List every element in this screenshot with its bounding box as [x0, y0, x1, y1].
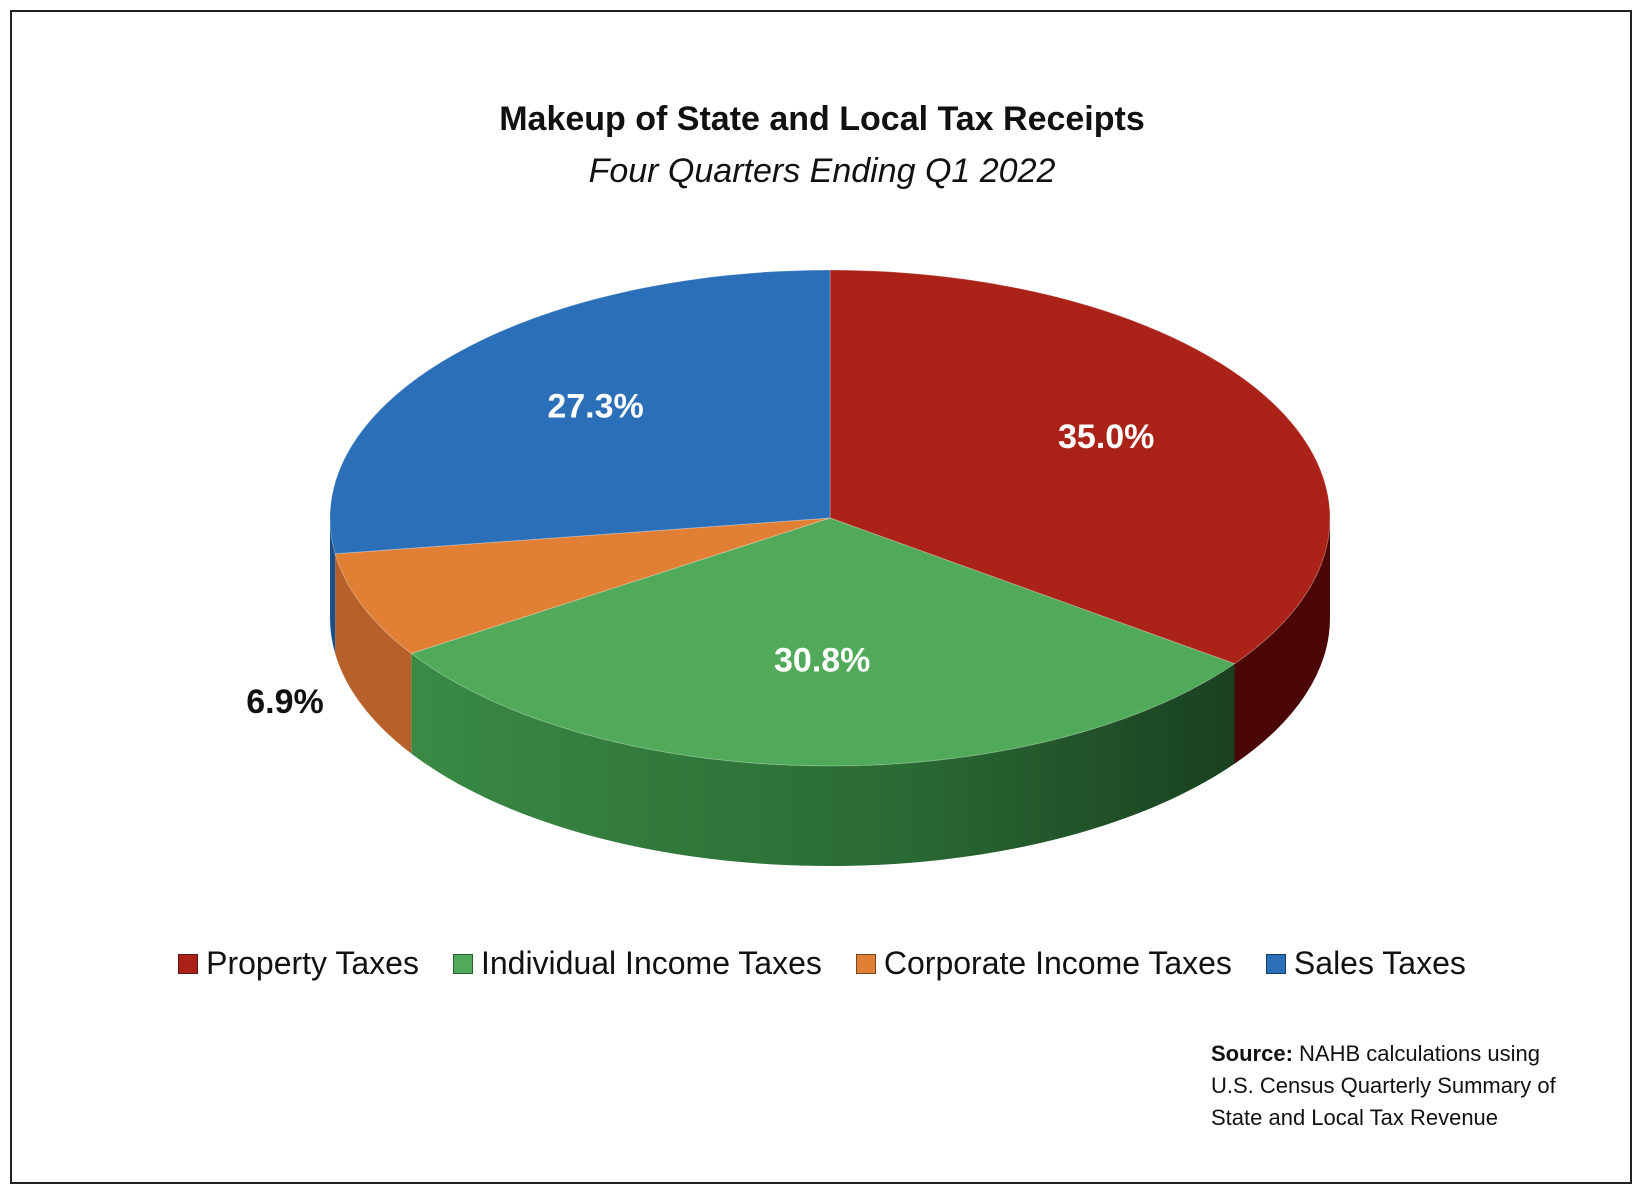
slice-corporate-income-taxes: [334, 517, 831, 655]
slice-side-sales-taxes: [330, 518, 336, 654]
legend-item-corporate-income-taxes: Corporate Income Taxes: [855, 945, 1232, 982]
slice-side-corporate-income-taxes: [335, 553, 412, 754]
legend-item-property-taxes: Property Taxes: [178, 945, 419, 982]
source-note: Source: NAHB calculations using U.S. Cen…: [1211, 1038, 1611, 1134]
legend-item-sales-taxes: Sales Taxes: [1265, 945, 1466, 982]
data-label-individual-income-taxes: 30.8%: [774, 642, 870, 680]
legend-label-individual-income-taxes: Individual Income Taxes: [480, 945, 822, 981]
data-label-property-taxes: 35.0%: [1058, 418, 1154, 456]
legend: Property Taxes Individual Income Taxes Cor…: [0, 945, 1644, 982]
slice-sales-taxes: [329, 269, 831, 555]
chart-subtitle: Four Quarters Ending Q1 2022: [588, 152, 1056, 190]
legend-label-sales-taxes: Sales Taxes: [1293, 945, 1466, 981]
legend-swatch-corporate-income-taxes: [855, 953, 876, 974]
data-label-sales-taxes: 27.3%: [547, 387, 643, 425]
legend-item-individual-income-taxes: Individual Income Taxes: [452, 945, 822, 982]
source-label: Source:: [1211, 1041, 1293, 1066]
legend-swatch-sales-taxes: [1265, 953, 1286, 974]
source-line-2: U.S. Census Quarterly Summary of: [1211, 1073, 1556, 1098]
legend-swatch-individual-income-taxes: [452, 953, 473, 974]
source-line-3: State and Local Tax Revenue: [1211, 1105, 1499, 1130]
legend-label-corporate-income-taxes: Corporate Income Taxes: [883, 945, 1232, 981]
slice-individual-income-taxes: [410, 517, 1236, 767]
chart-title: Makeup of State and Local Tax Receipts: [499, 100, 1145, 138]
data-label-corporate-income-taxes: 6.9%: [246, 683, 324, 721]
legend-swatch-property-taxes: [178, 953, 199, 974]
legend-label-property-taxes: Property Taxes: [206, 945, 419, 981]
slice-side-individual-income-taxes: [411, 653, 1235, 866]
slice-property-taxes: [829, 269, 1331, 665]
slice-side-property-taxes: [1234, 518, 1330, 764]
source-line-1: NAHB calculations using: [1299, 1041, 1540, 1066]
